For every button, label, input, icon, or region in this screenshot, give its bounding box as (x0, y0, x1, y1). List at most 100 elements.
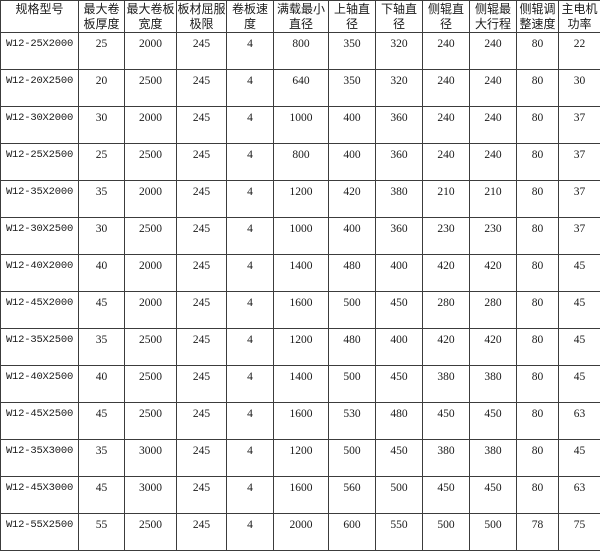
table-cell: 25 (79, 33, 125, 70)
cell-model: W12-20X2500 (1, 70, 79, 107)
table-cell: 80 (517, 403, 559, 440)
table-cell: 500 (423, 514, 470, 551)
table-cell: 1600 (274, 403, 329, 440)
table-cell: 63 (559, 477, 600, 514)
table-cell: 4 (227, 292, 274, 329)
table-cell: 320 (376, 33, 423, 70)
table-cell: 280 (470, 292, 517, 329)
table-cell: 400 (376, 329, 423, 366)
table-cell: 80 (517, 292, 559, 329)
table-cell: 800 (274, 33, 329, 70)
table-cell: 45 (559, 366, 600, 403)
table-cell: 37 (559, 144, 600, 181)
column-header-side-roll-dia: 侧辊直径 (423, 1, 470, 33)
table-cell: 245 (177, 403, 227, 440)
table-cell: 450 (470, 403, 517, 440)
table-cell: 1200 (274, 329, 329, 366)
table-cell: 1400 (274, 255, 329, 292)
table-cell: 1400 (274, 366, 329, 403)
table-cell: 380 (423, 440, 470, 477)
table-cell: 500 (376, 477, 423, 514)
table-cell: 280 (423, 292, 470, 329)
table-cell: 35 (79, 181, 125, 218)
table-cell: 245 (177, 329, 227, 366)
table-cell: 37 (559, 181, 600, 218)
table-cell: 1000 (274, 218, 329, 255)
table-cell: 240 (470, 70, 517, 107)
table-cell: 245 (177, 107, 227, 144)
table-cell: 2000 (125, 107, 177, 144)
table-cell: 500 (329, 366, 376, 403)
table-header: 规格型号 最大卷板厚度 最大卷板宽度 板材屈服极限 卷板速度 满载最小直径 上轴… (1, 1, 600, 33)
table-cell: 3000 (125, 440, 177, 477)
header-row: 规格型号 最大卷板厚度 最大卷板宽度 板材屈服极限 卷板速度 满载最小直径 上轴… (1, 1, 600, 33)
table-cell: 240 (423, 33, 470, 70)
column-header-max-thickness: 最大卷板厚度 (79, 1, 125, 33)
table-cell: 480 (376, 403, 423, 440)
table-cell: 4 (227, 366, 274, 403)
table-cell: 1200 (274, 181, 329, 218)
table-cell: 560 (329, 477, 376, 514)
table-cell: 600 (329, 514, 376, 551)
column-header-rolling-speed: 卷板速度 (227, 1, 274, 33)
column-header-motor-power: 主电机功率 (559, 1, 600, 33)
table-cell: 450 (423, 477, 470, 514)
table-cell: 240 (470, 33, 517, 70)
table-cell: 20 (79, 70, 125, 107)
table-cell: 420 (470, 329, 517, 366)
table-cell: 2500 (125, 70, 177, 107)
table-cell: 4 (227, 440, 274, 477)
table-cell: 4 (227, 218, 274, 255)
table-cell: 4 (227, 181, 274, 218)
table-cell: 245 (177, 70, 227, 107)
cell-model: W12-25X2500 (1, 144, 79, 181)
table-cell: 80 (517, 329, 559, 366)
cell-model: W12-25X2000 (1, 33, 79, 70)
table-cell: 4 (227, 107, 274, 144)
table-cell: 4 (227, 403, 274, 440)
table-cell: 2500 (125, 218, 177, 255)
cell-model: W12-45X2000 (1, 292, 79, 329)
table-cell: 2000 (125, 181, 177, 218)
table-cell: 245 (177, 292, 227, 329)
table-cell: 550 (376, 514, 423, 551)
table-cell: 360 (376, 107, 423, 144)
table-cell: 4 (227, 255, 274, 292)
table-cell: 450 (470, 477, 517, 514)
table-cell: 450 (423, 403, 470, 440)
table-cell: 80 (517, 218, 559, 255)
table-cell: 350 (329, 70, 376, 107)
table-cell: 230 (423, 218, 470, 255)
table-cell: 2000 (274, 514, 329, 551)
cell-model: W12-30X2500 (1, 218, 79, 255)
column-header-upper-shaft: 上轴直径 (329, 1, 376, 33)
table-cell: 80 (517, 366, 559, 403)
table-cell: 450 (376, 366, 423, 403)
table-cell: 420 (470, 255, 517, 292)
table-cell: 4 (227, 70, 274, 107)
table-cell: 360 (376, 144, 423, 181)
table-cell: 4 (227, 477, 274, 514)
table-cell: 420 (423, 255, 470, 292)
table-cell: 500 (329, 440, 376, 477)
table-cell: 245 (177, 181, 227, 218)
table-cell: 380 (376, 181, 423, 218)
table-cell: 245 (177, 477, 227, 514)
table-cell: 2500 (125, 329, 177, 366)
table-cell: 400 (329, 218, 376, 255)
table-cell: 45 (559, 255, 600, 292)
table-cell: 245 (177, 144, 227, 181)
table-cell: 210 (423, 181, 470, 218)
table-cell: 420 (329, 181, 376, 218)
cell-model: W12-45X3000 (1, 477, 79, 514)
